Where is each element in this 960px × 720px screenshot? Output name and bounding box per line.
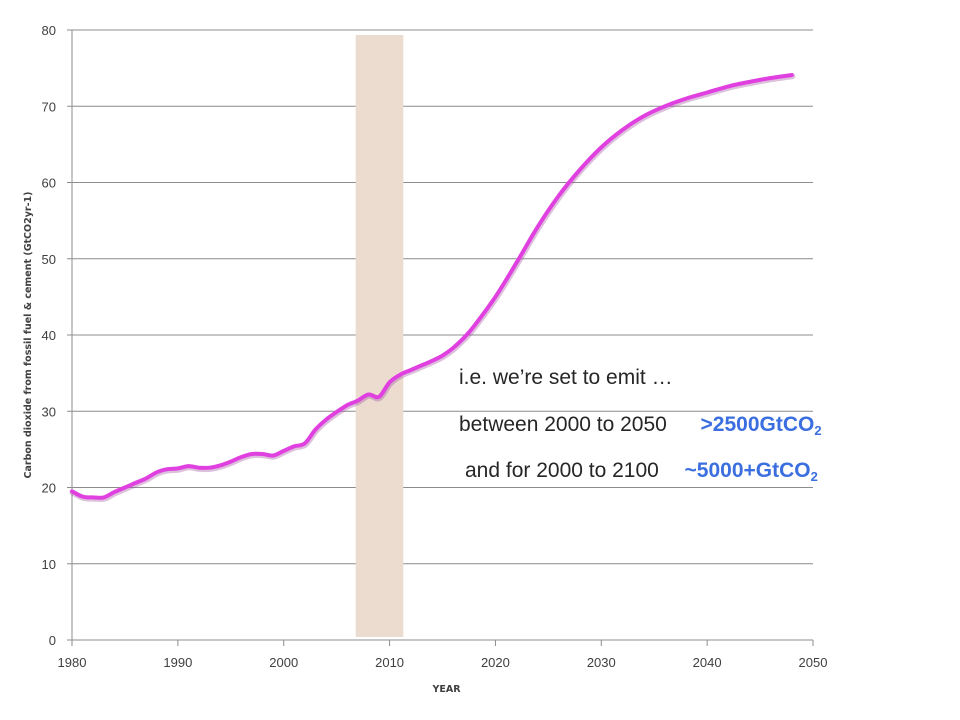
y-tick-label: 0 — [49, 633, 56, 648]
annotation-line-3: and for 2000 to 2100 ~5000+GtCO2 — [465, 459, 818, 484]
x-tick-labels: 1980 1990 2000 2010 2020 2030 2040 2050 — [58, 655, 828, 670]
x-tick-label: 1990 — [163, 655, 192, 670]
axes — [67, 29, 814, 646]
y-tick-label: 80 — [42, 23, 56, 38]
x-tick-label: 2040 — [693, 655, 722, 670]
x-tick-label: 2000 — [269, 655, 298, 670]
y-tick-labels: 0 10 20 30 40 50 60 70 80 — [42, 23, 56, 648]
annotation-line-3-value: ~5000+GtCO2 — [684, 459, 818, 484]
x-tick-label: 1980 — [58, 655, 87, 670]
annotation-line-3-text: and for 2000 to 2100 — [465, 459, 659, 482]
highlight-band-rect — [355, 35, 404, 637]
annotation-line-3-value-text: ~5000+GtCO — [684, 459, 811, 482]
y-axis-title: Carbon dioxide from fossil fuel & cement… — [23, 192, 34, 479]
x-axis-title: YEAR — [431, 684, 461, 695]
x-tick-label: 2030 — [587, 655, 616, 670]
series-lines — [69, 73, 796, 503]
highlight-band — [355, 35, 404, 637]
y-tick-label: 10 — [42, 557, 56, 572]
annotation-line-2-value-text: >2500GtCO — [700, 413, 815, 436]
gridlines — [72, 29, 813, 565]
y-tick-label: 70 — [42, 99, 56, 114]
annotation-line-2-value: >2500GtCO2 — [700, 413, 822, 438]
x-tick-label: 2010 — [375, 655, 404, 670]
y-tick-label: 30 — [42, 404, 56, 419]
annotation-line-2: between 2000 to 2050 >2500GtCO2 — [459, 413, 822, 438]
annotation-line-3-subscript: 2 — [810, 469, 818, 484]
y-tick-label: 60 — [42, 176, 56, 191]
x-tick-label: 2050 — [799, 655, 828, 670]
annotation-line-2-text: between 2000 to 2050 — [459, 413, 667, 436]
annotation-line-2-subscript: 2 — [814, 423, 822, 438]
annotation-line-1: i.e. we’re set to emit … — [459, 366, 673, 389]
series-line — [70, 73, 794, 500]
y-tick-label: 50 — [42, 252, 56, 267]
y-tick-label: 40 — [42, 328, 56, 343]
x-tick-label: 2020 — [481, 655, 510, 670]
y-tick-label: 20 — [42, 481, 56, 496]
